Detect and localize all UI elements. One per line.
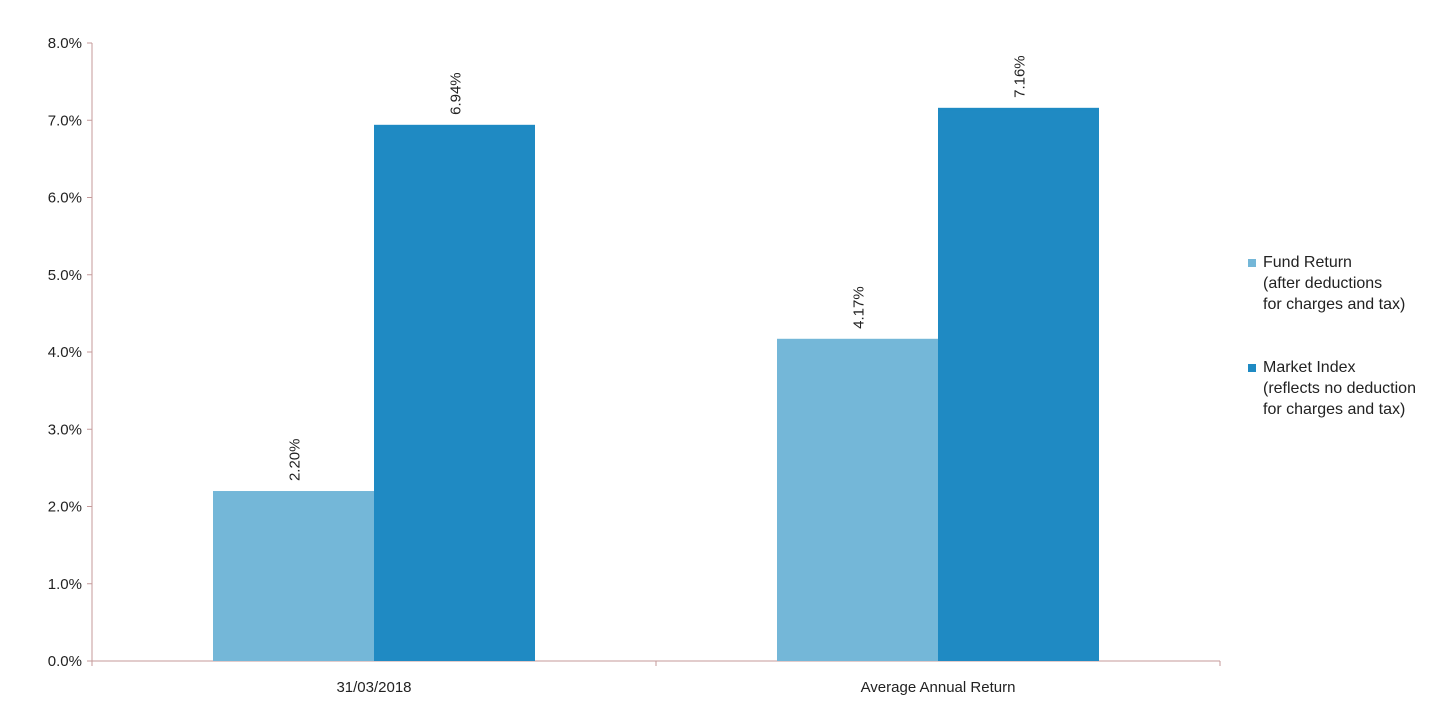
- legend-swatch-market-index: [1248, 364, 1256, 372]
- x-tick-label: 31/03/2018: [336, 679, 411, 696]
- bar: [374, 124, 535, 661]
- legend-swatch-fund-return: [1248, 259, 1256, 267]
- bar: [213, 491, 374, 661]
- bar: [938, 107, 1099, 661]
- data-label: 6.94%: [448, 72, 465, 115]
- bar-top-edge: [374, 124, 535, 128]
- y-tick-label: 0.0%: [48, 653, 82, 670]
- legend-label-fund-return: Fund Return (after deductions for charge…: [1263, 254, 1406, 313]
- y-tick-label: 7.0%: [48, 112, 82, 129]
- bar-top-edge: [938, 107, 1099, 111]
- legend-item-market-index: Market Index (reflects no deduction for …: [1248, 357, 1438, 420]
- x-tick-label: Average Annual Return: [861, 679, 1016, 696]
- y-tick-label: 6.0%: [48, 190, 82, 207]
- bar-top-edge: [777, 338, 938, 342]
- y-tick-label: 8.0%: [48, 35, 82, 52]
- data-label: 4.17%: [851, 286, 868, 329]
- legend-label-market-index: Market Index (reflects no deduction for …: [1263, 359, 1416, 418]
- y-tick-label: 5.0%: [48, 267, 82, 284]
- bar-top-edge: [213, 491, 374, 495]
- chart-legend: Fund Return (after deductions for charge…: [1248, 252, 1438, 462]
- data-label: 2.20%: [287, 439, 304, 482]
- legend-item-fund-return: Fund Return (after deductions for charge…: [1248, 252, 1438, 315]
- y-tick-label: 4.0%: [48, 344, 82, 361]
- y-tick-label: 1.0%: [48, 576, 82, 593]
- y-tick-label: 3.0%: [48, 421, 82, 438]
- y-tick-label: 2.0%: [48, 499, 82, 516]
- bar: [777, 338, 938, 661]
- data-label: 7.16%: [1012, 55, 1029, 98]
